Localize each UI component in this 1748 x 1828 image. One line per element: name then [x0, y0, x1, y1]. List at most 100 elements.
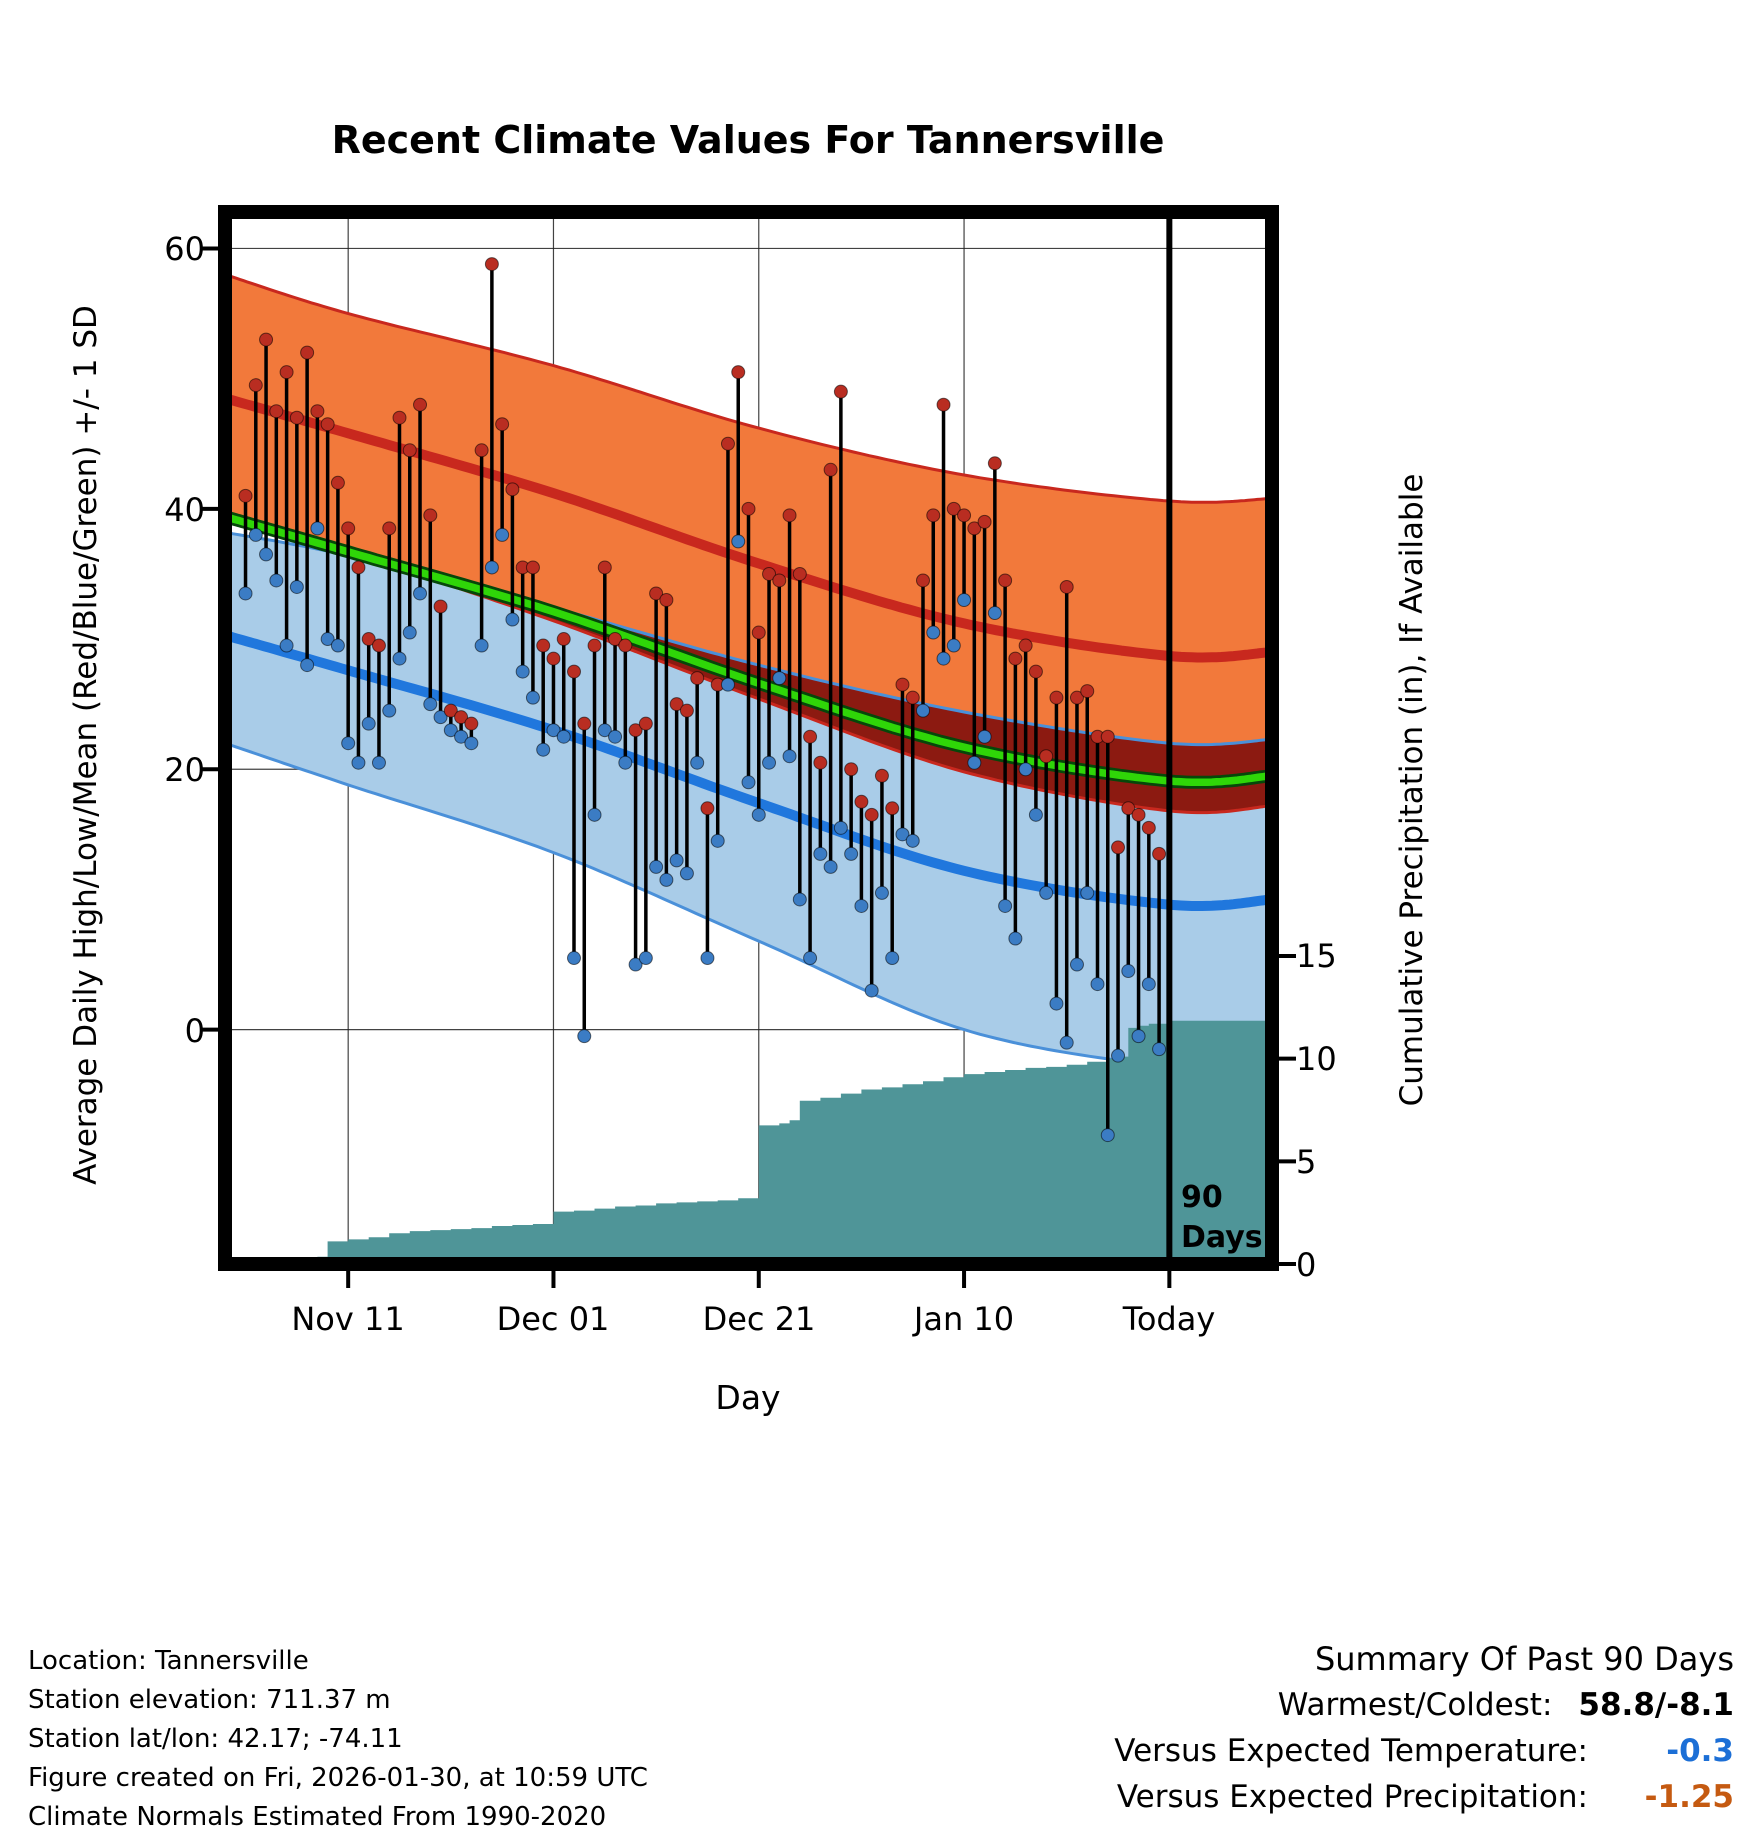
summary-row-vs-precipitation: Versus Expected Precipitation: -1.25	[1114, 1774, 1734, 1820]
daily-high-dot	[844, 762, 859, 777]
daily-high-dot	[618, 638, 633, 653]
daily-high-dot	[1141, 820, 1156, 835]
daily-high-dot	[987, 456, 1002, 471]
daily-high-dot	[957, 508, 972, 523]
daily-low-dot	[1008, 931, 1023, 946]
daily-high-dot	[1131, 807, 1146, 822]
daily-low-dot	[751, 807, 766, 822]
daily-high-dot	[1152, 846, 1167, 861]
daily-high-dot	[1018, 638, 1033, 653]
daily-high-dot	[361, 632, 376, 647]
daily-high-dot	[392, 410, 407, 425]
daily-high-dot	[833, 384, 848, 399]
summary-panel: Summary Of Past 90 Days Warmest/Coldest:…	[1114, 1636, 1734, 1820]
daily-low-dot	[905, 833, 920, 848]
daily-high-dot	[443, 703, 458, 718]
daily-low-dot	[618, 755, 633, 770]
daily-high-dot	[1028, 664, 1043, 679]
daily-high-dot	[525, 560, 540, 575]
daily-high-dot	[1121, 801, 1136, 816]
daily-high-dot	[751, 625, 766, 640]
daily-low-dot	[433, 710, 448, 725]
daily-high-dot	[1059, 579, 1074, 594]
daily-high-dot	[700, 801, 715, 816]
daily-high-dot	[279, 365, 294, 380]
daily-high-dot	[484, 257, 499, 272]
daily-low-dot	[351, 755, 366, 770]
daily-low-dot	[679, 866, 694, 881]
left-tick-0: 0	[184, 1012, 205, 1050]
daily-low-dot	[587, 807, 602, 822]
daily-low-dot	[1018, 762, 1033, 777]
daily-high-dot	[946, 501, 961, 516]
daily-low-dot	[987, 606, 1002, 621]
daily-high-dot	[587, 638, 602, 653]
daily-low-dot	[413, 586, 428, 601]
daily-low-dot	[1049, 996, 1064, 1011]
daily-observations	[238, 257, 1167, 1143]
daily-low-dot	[957, 592, 972, 607]
daily-low-dot	[628, 957, 643, 972]
daily-high-dot	[289, 410, 304, 425]
chart-title: Recent Climate Values For Tannersville	[331, 118, 1165, 162]
daily-high-dot	[371, 638, 386, 653]
daily-low-dot	[597, 723, 612, 738]
daily-low-dot	[423, 697, 438, 712]
daily-low-dot	[700, 951, 715, 966]
daily-low-dot	[772, 671, 787, 686]
daily-low-dot	[556, 729, 571, 744]
daily-low-dot	[833, 820, 848, 835]
daily-low-dot	[782, 749, 797, 764]
daily-low-dot	[289, 579, 304, 594]
daily-low-dot	[536, 742, 551, 757]
left-tick-20: 20	[164, 751, 205, 789]
daily-high-dot	[567, 664, 581, 679]
daily-high-dot	[1039, 749, 1054, 764]
daily-high-dot	[259, 332, 274, 347]
plot-frame	[218, 205, 1279, 1271]
daily-high-dot	[772, 573, 787, 588]
daily-high-dot	[679, 703, 694, 718]
daily-low-dot	[341, 736, 356, 751]
summary-value-vs-precipitation: -1.25	[1644, 1779, 1734, 1815]
daily-low-dot	[320, 632, 335, 647]
summary-label: Warmest/Coldest:	[1277, 1687, 1553, 1723]
x-tick-nov11: Nov 11	[291, 1300, 405, 1338]
daily-low-dot	[361, 716, 376, 731]
footer-created: Figure created on Fri, 2026-01-30, at 10…	[28, 1763, 648, 1793]
daily-high-dot	[967, 521, 982, 536]
daily-high-dot	[792, 566, 807, 581]
daily-low-dot	[1069, 957, 1084, 972]
daily-high-dot	[720, 436, 735, 451]
daily-high-dot	[505, 482, 520, 497]
daily-low-dot	[813, 846, 828, 861]
daily-high-dot	[813, 755, 828, 770]
daily-high-dot	[741, 501, 756, 516]
daily-high-dot	[330, 475, 345, 490]
daily-high-dot	[474, 443, 489, 458]
daily-high-dot	[669, 697, 684, 712]
daily-high-dot	[874, 768, 889, 783]
footer-elevation: Station elevation: 711.37 m	[28, 1685, 391, 1715]
daily-high-dot	[782, 508, 797, 523]
daily-high-dot	[905, 690, 920, 705]
left-axis-label: Average Daily High/Low/Mean (Red/Blue/Gr…	[68, 305, 104, 1185]
daily-low-dot	[916, 703, 930, 718]
daily-low-dot	[731, 534, 746, 549]
daily-low-dot	[690, 755, 705, 770]
daily-low-dot	[977, 729, 992, 744]
daily-high-dot	[659, 592, 674, 607]
daily-high-dot	[628, 723, 643, 738]
daily-low-dot	[567, 951, 581, 966]
summary-value-vs-temperature: -0.3	[1666, 1733, 1734, 1769]
daily-high-dot	[423, 508, 438, 523]
right-axis-label: Cumulative Precipitation (in), If Availa…	[1394, 473, 1430, 1107]
daily-high-dot	[310, 404, 325, 419]
daily-low-dot	[259, 547, 274, 562]
daily-low-dot	[392, 651, 407, 666]
daily-low-dot	[1090, 977, 1105, 992]
daily-low-dot	[443, 723, 458, 738]
daily-low-dot	[1141, 977, 1156, 992]
daily-low-dot	[792, 892, 807, 907]
